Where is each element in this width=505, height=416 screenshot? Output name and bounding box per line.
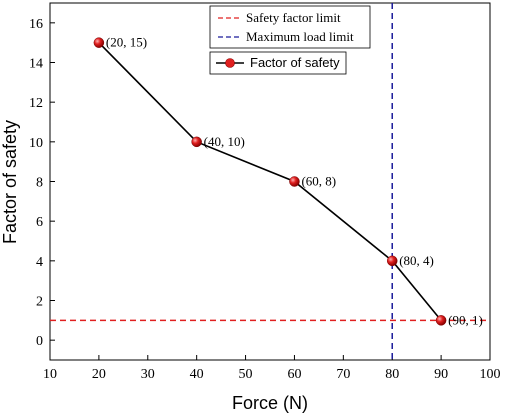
y-tick-label: 8	[36, 176, 43, 191]
data-point	[386, 255, 398, 267]
y-tick-label: 14	[29, 57, 43, 72]
y-axis-label: Factor of safety	[0, 120, 20, 244]
y-tick-label: 10	[29, 136, 43, 151]
factor-of-safety-line	[98, 42, 442, 321]
x-tick-label: 100	[480, 367, 501, 382]
legend-label-safety-factor-limit: Safety factor limit	[246, 10, 341, 25]
legend-swatch-factor-of-safety-marker	[225, 58, 235, 68]
data-point-label: (40, 10)	[204, 134, 245, 149]
x-tick-label: 40	[190, 367, 204, 382]
data-point	[191, 136, 202, 148]
x-tick-label: 70	[336, 367, 350, 382]
y-tick-label: 16	[29, 17, 43, 32]
y-axis: 0 2 4 6 8 10 12 14 16	[29, 17, 55, 349]
y-tick-label: 2	[36, 295, 43, 310]
legend-label-maximum-load-limit: Maximum load limit	[246, 29, 354, 44]
data-point	[289, 176, 300, 187]
y-tick-label: 4	[36, 255, 43, 270]
x-tick-label: 80	[385, 367, 399, 382]
x-tick-label: 90	[434, 367, 448, 382]
y-tick-label: 0	[36, 334, 43, 349]
reference-lines	[50, 3, 490, 360]
data-point-label: (90, 1)	[448, 312, 483, 327]
x-tick-label: 60	[287, 367, 301, 382]
x-axis: 10 20 30 40 50 60 70 80 90 100	[43, 355, 501, 382]
data-point	[435, 315, 447, 326]
data-point-label: (80, 4)	[399, 253, 434, 268]
y-tick-label: 12	[29, 96, 43, 111]
x-tick-label: 20	[92, 367, 106, 382]
legend-label-factor-of-safety: Factor of safety	[250, 55, 340, 70]
data-point-label: (20, 15)	[106, 35, 147, 50]
series-layer: (20, 15) (40, 10) (60, 8) (80, 4) (90, 1)	[93, 35, 483, 327]
legend-box-reference	[209, 5, 371, 49]
data-point-label: (60, 8)	[301, 174, 336, 189]
y-tick-label: 6	[36, 215, 43, 230]
data-point	[93, 37, 105, 48]
x-tick-label: 30	[141, 367, 155, 382]
x-axis-label: Force (N)	[232, 393, 308, 413]
x-tick-label: 10	[43, 367, 57, 382]
x-tick-label: 50	[239, 367, 253, 382]
legend-box-series	[209, 51, 347, 75]
legend: Safety factor limit Maximum load limit F…	[209, 5, 371, 75]
